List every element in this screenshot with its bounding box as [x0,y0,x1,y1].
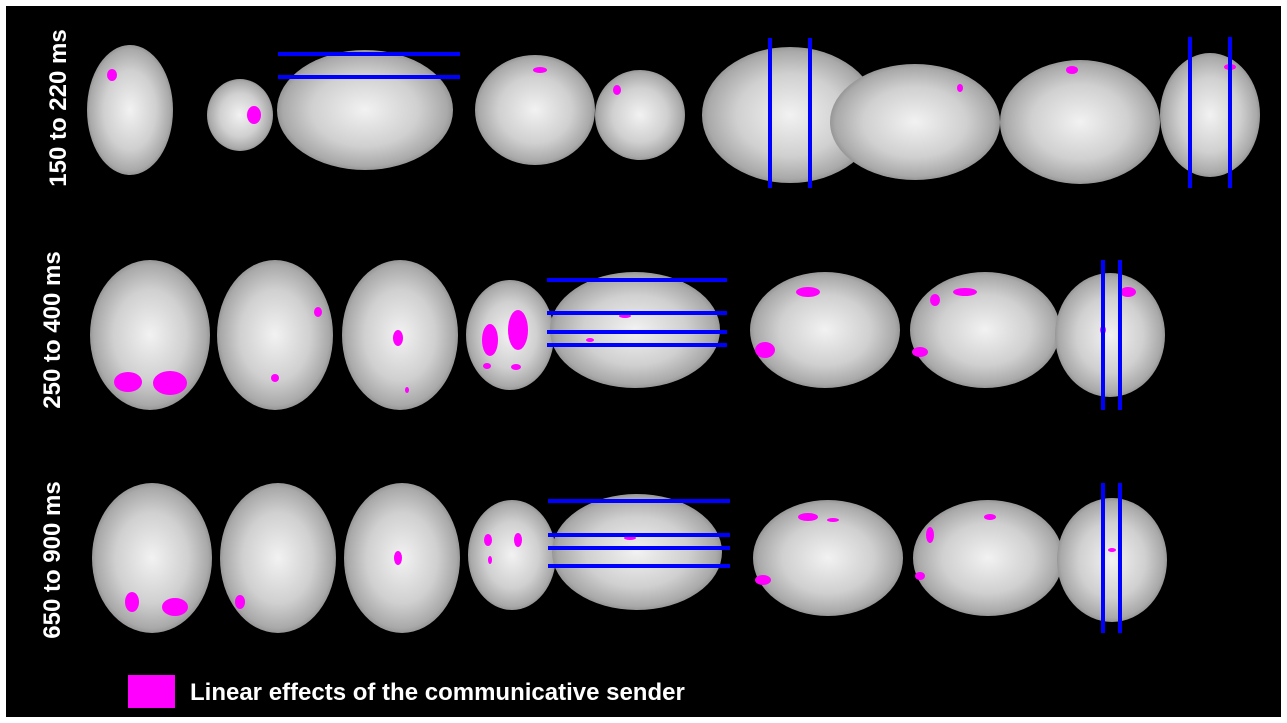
brain-slice [1055,273,1165,397]
activation-blob [796,287,820,297]
activation-blob [107,69,117,81]
activation-blob [394,551,402,565]
brain-slice [1057,498,1167,622]
brain-slice [595,70,685,160]
activation-blob [926,527,934,543]
activation-blob [482,324,498,356]
activation-blob [314,307,322,317]
activation-blob [484,534,492,546]
brain-slice [217,260,333,410]
slice-lines [278,37,1232,633]
activation-blob [915,572,925,580]
activation-blob [511,364,521,370]
brain-slice [92,483,212,633]
legend-swatch [128,675,175,708]
brain-slice [468,500,556,610]
activation-blob [1066,66,1078,74]
activation-blob [957,84,963,92]
activation-blob [235,595,245,609]
row-label: 150 to 220 ms [45,29,72,186]
brain-slice [702,47,878,183]
activation-blob [114,372,142,392]
activation-blob [755,342,775,358]
brain-slice [1160,53,1260,177]
brain-slice [750,272,900,388]
activation-blob [514,533,522,547]
activation-blob [153,371,187,395]
activation-blob [827,518,839,522]
brain-slice [830,64,1000,180]
legend-label: Linear effects of the communicative send… [190,679,685,706]
activation-blob [125,592,139,612]
brain-slice [913,500,1063,616]
activation-blob [798,513,818,521]
activation-blobs [107,64,1236,616]
activation-blob [586,338,594,342]
activation-blob [953,288,977,296]
activation-blob [247,106,261,124]
brain-slices [87,45,1260,633]
activation-blob [405,387,409,393]
brain-slice [220,483,336,633]
activation-blob [508,310,528,350]
brain-slice [1000,60,1160,184]
brain-slice [475,55,595,165]
activation-blob [271,374,279,382]
brain-slice [552,494,722,610]
brain-slice [753,500,903,616]
brain-slice [87,45,173,175]
activation-blob [162,598,188,616]
brain-slice [90,260,210,410]
row-label: 250 to 400 ms [39,251,66,408]
activation-blob [755,575,771,585]
brain-slice [910,272,1060,388]
brain-slice [207,79,273,151]
activation-blob [393,330,403,346]
activation-blob [1108,548,1116,552]
activation-blob [1120,287,1136,297]
activation-blob [984,514,996,520]
activation-blob [930,294,940,306]
activation-blob [533,67,547,73]
activation-blob [613,85,621,95]
activation-blob [488,556,492,564]
activation-blob [912,347,928,357]
activation-blob [483,363,491,369]
brain-slice [277,50,453,170]
row-label: 650 to 900 ms [39,481,66,638]
